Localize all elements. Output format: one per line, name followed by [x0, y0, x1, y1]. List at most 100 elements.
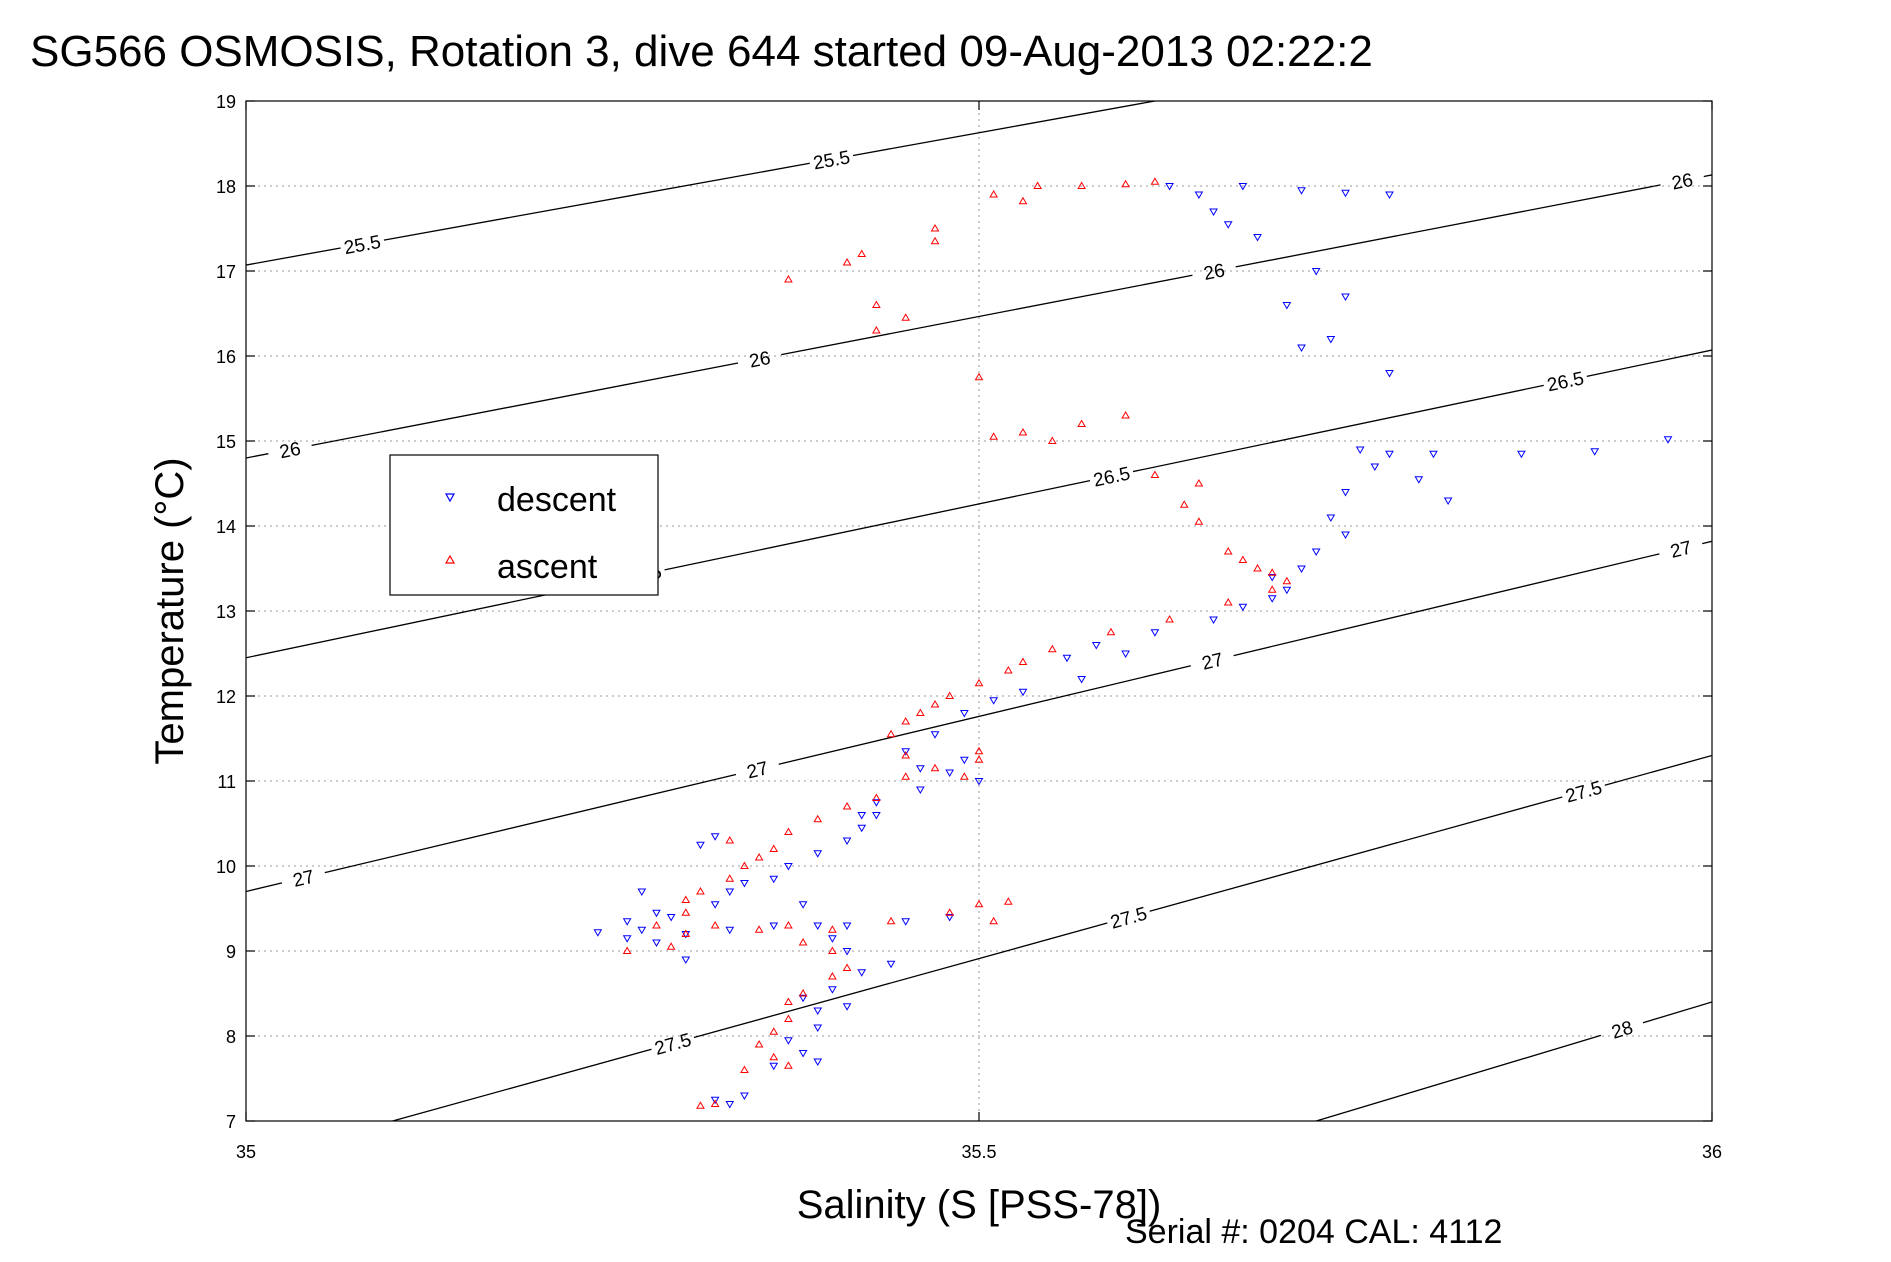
descent-point: [813, 922, 823, 930]
ascent-point: [798, 938, 808, 946]
ascent-point: [1267, 568, 1277, 576]
ascent-point: [959, 772, 969, 780]
descent-point: [1121, 650, 1130, 658]
descent-point: [652, 939, 661, 947]
descent-point: [710, 833, 720, 841]
descent-point: [872, 799, 881, 807]
density-contour-line: [1315, 1034, 1602, 1121]
descent-point: [769, 1062, 779, 1071]
ascent-point: [974, 372, 984, 381]
descent-point: [1062, 654, 1072, 663]
descent-point: [1311, 548, 1321, 556]
descent-point: [828, 986, 837, 994]
descent-point: [1590, 448, 1600, 456]
ascent-point: [696, 887, 705, 895]
ascent-point: [1047, 436, 1057, 444]
descent-point: [915, 765, 925, 773]
ascent-point: [710, 1099, 720, 1107]
ascent-point: [989, 190, 999, 198]
density-contour-line: [311, 362, 739, 446]
ascent-point: [945, 908, 955, 916]
ascent-point: [740, 1065, 749, 1073]
density-contour-line: [246, 247, 341, 266]
descent-point: [857, 824, 867, 833]
data-points: [593, 177, 1673, 1109]
ascent-point: [1253, 564, 1262, 572]
descent-point: [1517, 450, 1526, 459]
descent-point: [740, 1092, 749, 1100]
y-tick-label: 8: [226, 1027, 236, 1047]
descent-point: [1091, 642, 1101, 650]
descent-point: [857, 969, 867, 977]
density-contour-line: [1235, 184, 1661, 268]
y-tick-label: 12: [216, 687, 236, 707]
ascent-point: [798, 989, 808, 997]
descent-point: [1385, 370, 1394, 378]
descent-point: [857, 812, 867, 820]
descent-point: [1385, 191, 1394, 199]
descent-point: [1326, 336, 1336, 344]
ascent-point: [857, 249, 867, 257]
ascent-point: [1194, 517, 1204, 525]
ascent-point: [989, 432, 999, 440]
descent-point: [1443, 497, 1453, 505]
ascent-point: [886, 916, 896, 925]
descent-point: [798, 901, 808, 909]
y-tick-label: 14: [216, 517, 236, 537]
descent-point: [725, 888, 735, 896]
ascent-point: [784, 827, 793, 835]
descent-point: [784, 1037, 793, 1045]
density-contour-line: [778, 665, 1191, 765]
descent-point: [1341, 531, 1350, 539]
density-contour-line: [852, 101, 1156, 157]
ascent-point: [1282, 576, 1292, 585]
density-contour-label: 27.5: [1108, 904, 1149, 934]
descent-point: [959, 756, 969, 765]
y-tick-label: 17: [216, 262, 236, 282]
descent-point: [945, 914, 955, 922]
ascent-point: [1179, 500, 1189, 508]
ascent-point: [769, 844, 779, 852]
legend: descent ascent: [389, 454, 659, 596]
ascent-point: [666, 942, 676, 950]
density-contour-label: 27.5: [1563, 777, 1604, 807]
ascent-point: [813, 814, 823, 823]
descent-point: [1311, 268, 1321, 276]
density-contour-line: [1703, 174, 1712, 178]
ascent-point: [1106, 627, 1116, 636]
descent-point: [901, 918, 911, 926]
descent-point: [872, 812, 881, 820]
ascent-point: [901, 313, 911, 321]
ascent-point: [652, 921, 661, 929]
x-axis-label: Salinity (S [PSS-78]): [797, 1183, 1162, 1227]
descent-point: [622, 918, 632, 926]
descent-point: [901, 748, 911, 756]
descent-point: [769, 922, 779, 930]
ascent-point: [1003, 666, 1013, 674]
density-contour-label: 26: [1202, 260, 1227, 285]
ascent-point: [1047, 644, 1057, 653]
density-contour-line: [1233, 553, 1660, 657]
descent-point: [1326, 514, 1336, 522]
density-contour-label: 28: [1609, 1017, 1635, 1043]
density-contour-line: [1149, 796, 1563, 912]
descent-point: [842, 837, 852, 845]
ascent-point: [974, 678, 984, 687]
y-tick-label: 16: [216, 347, 236, 367]
ascent-point: [1018, 196, 1028, 205]
ascent-point: [872, 300, 881, 308]
density-contour-label: 26.5: [1545, 368, 1586, 396]
density-contours: [246, 101, 1712, 1121]
legend-ascent-label: ascent: [497, 548, 598, 586]
descent-point: [945, 769, 955, 777]
density-contour-line: [1702, 540, 1712, 545]
descent-point: [622, 935, 632, 943]
ascent-point: [974, 755, 984, 763]
descent-point: [710, 901, 720, 909]
density-contour-label: 27: [1668, 538, 1693, 563]
ascent-point: [945, 691, 955, 699]
ascent-point: [1121, 411, 1130, 419]
ascent-point: [681, 929, 691, 937]
descent-point: [696, 841, 705, 850]
descent-point: [1341, 293, 1350, 301]
